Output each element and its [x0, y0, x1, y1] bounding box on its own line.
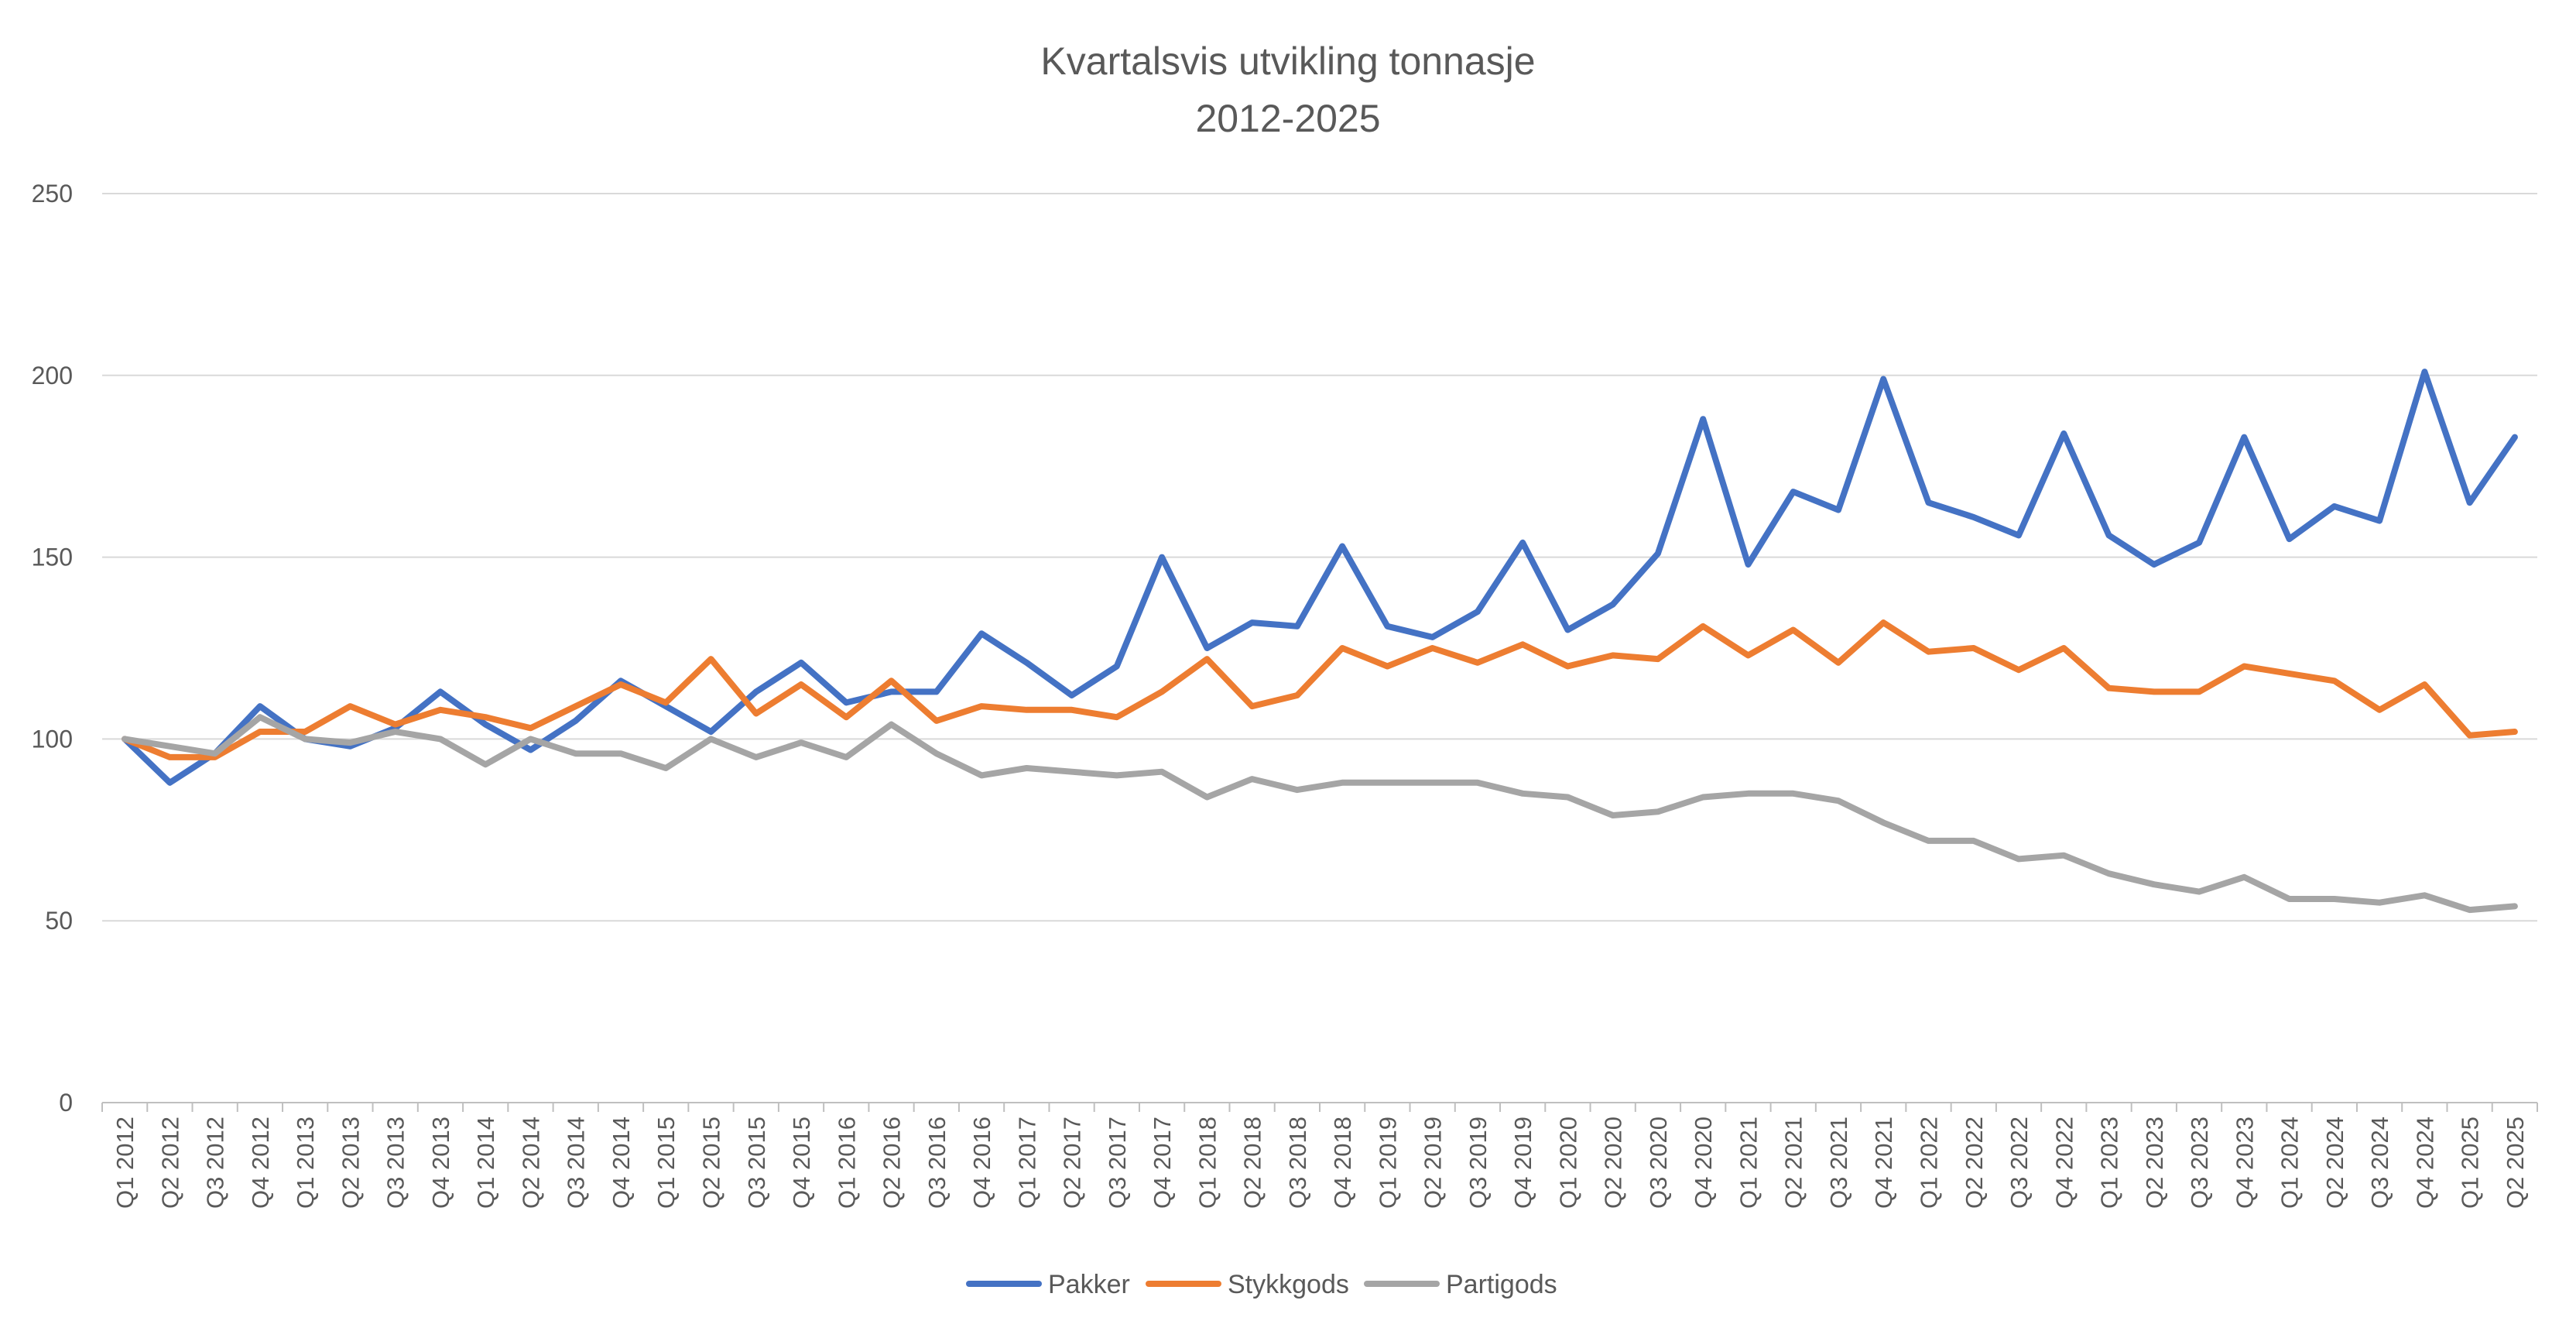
x-tick-label: Q4 2016	[968, 1117, 995, 1209]
x-tick-label: Q4 2021	[1870, 1117, 1897, 1209]
x-tick-label: Q4 2020	[1690, 1117, 1717, 1209]
chart-subtitle: 2012-2025	[1195, 97, 1380, 140]
legend-label: Pakker	[1048, 1270, 1130, 1299]
x-tick-label: Q2 2023	[2141, 1117, 2168, 1209]
x-tick-label: Q2 2018	[1239, 1117, 1266, 1209]
x-tick-label: Q4 2012	[247, 1117, 274, 1209]
x-tick-label: Q4 2017	[1149, 1117, 1176, 1209]
x-tick-label: Q2 2024	[2321, 1117, 2348, 1209]
x-tick-label: Q3 2023	[2186, 1117, 2213, 1209]
x-tick-label: Q3 2016	[923, 1117, 951, 1209]
x-tick-label: Q4 2013	[427, 1117, 454, 1209]
x-tick-label: Q1 2018	[1194, 1117, 1221, 1209]
x-tick-label: Q3 2015	[743, 1117, 770, 1209]
x-tick-label: Q2 2014	[517, 1117, 544, 1209]
x-tick-label: Q3 2021	[1825, 1117, 1852, 1209]
x-axis-tick-labels: Q1 2012 Q2 2012 Q3 2012 Q4 2012 Q1 2013 Q2 20…	[101, 1103, 2538, 1209]
x-tick-label: Q2 2021	[1780, 1117, 1807, 1209]
x-tick-label: Q1 2020	[1554, 1117, 1581, 1209]
legend-label: Stykkgods	[1228, 1270, 1349, 1299]
x-tick-label: Q4 2022	[2050, 1117, 2078, 1209]
x-tick-label: Q2 2025	[2502, 1117, 2529, 1209]
x-tick-label: Q1 2016	[833, 1117, 860, 1209]
x-tick-label: Q4 2015	[788, 1117, 815, 1209]
x-tick-label: Q2 2020	[1600, 1117, 1627, 1209]
series-line-stykkgods	[122, 619, 2518, 760]
x-tick-label: Q1 2019	[1374, 1117, 1401, 1209]
x-tick-label: Q4 2019	[1509, 1117, 1536, 1209]
y-tick-label: 100	[32, 725, 73, 753]
legend-label: Partigods	[1446, 1270, 1557, 1299]
x-tick-label: Q4 2023	[2231, 1117, 2258, 1209]
x-tick-label: Q2 2013	[337, 1117, 364, 1209]
x-tick-label: Q3 2012	[202, 1117, 229, 1209]
x-tick-label: Q1 2013	[292, 1117, 319, 1209]
x-tick-label: Q1 2024	[2276, 1117, 2304, 1209]
x-tick-label: Q3 2024	[2366, 1117, 2393, 1209]
x-tick-label: Q2 2012	[156, 1117, 183, 1209]
y-tick-label: 200	[32, 362, 73, 389]
series-lines	[122, 369, 2518, 914]
legend: Pakker Stykkgods Partigods	[966, 1270, 1557, 1299]
x-tick-label: Q3 2019	[1464, 1117, 1492, 1209]
x-tick-label: Q2 2022	[1961, 1117, 1988, 1209]
x-tick-label: Q2 2019	[1420, 1117, 1447, 1209]
chart-title: Kvartalsvis utvikling tonnasje	[1040, 39, 1535, 83]
x-tick-label: Q1 2023	[2096, 1117, 2123, 1209]
y-tick-label: 50	[45, 907, 73, 935]
x-tick-label: Q1 2012	[111, 1117, 139, 1209]
x-tick-label: Q1 2015	[653, 1117, 680, 1209]
x-tick-label: Q4 2024	[2411, 1117, 2438, 1209]
x-tick-label: Q3 2017	[1104, 1117, 1131, 1209]
x-tick-label: Q3 2014	[563, 1117, 590, 1209]
x-tick-label: Q3 2020	[1645, 1117, 1672, 1209]
x-tick-label: Q2 2017	[1059, 1117, 1086, 1209]
x-tick-label: Q1 2014	[472, 1117, 499, 1209]
x-tick-label: Q3 2018	[1284, 1117, 1311, 1209]
x-tick-label: Q1 2021	[1735, 1117, 1762, 1209]
x-tick-label: Q2 2015	[698, 1117, 725, 1209]
x-tick-label: Q3 2013	[382, 1117, 409, 1209]
x-tick-label: Q3 2022	[2006, 1117, 2033, 1209]
x-tick-label: Q1 2025	[2457, 1117, 2484, 1209]
x-tick-label: Q4 2018	[1329, 1117, 1356, 1209]
x-tick-label: Q1 2022	[1916, 1117, 1943, 1209]
x-tick-label: Q2 2016	[879, 1117, 906, 1209]
y-tick-label: 150	[32, 544, 73, 571]
y-axis-tick-labels: 0 50 100 150 200 250	[32, 180, 73, 1117]
series-line-partigods	[122, 714, 2518, 914]
x-tick-label: Q4 2014	[608, 1117, 635, 1209]
x-tick-label: Q1 2017	[1013, 1117, 1040, 1209]
y-tick-label: 0	[59, 1089, 73, 1117]
y-tick-label: 250	[32, 180, 73, 208]
